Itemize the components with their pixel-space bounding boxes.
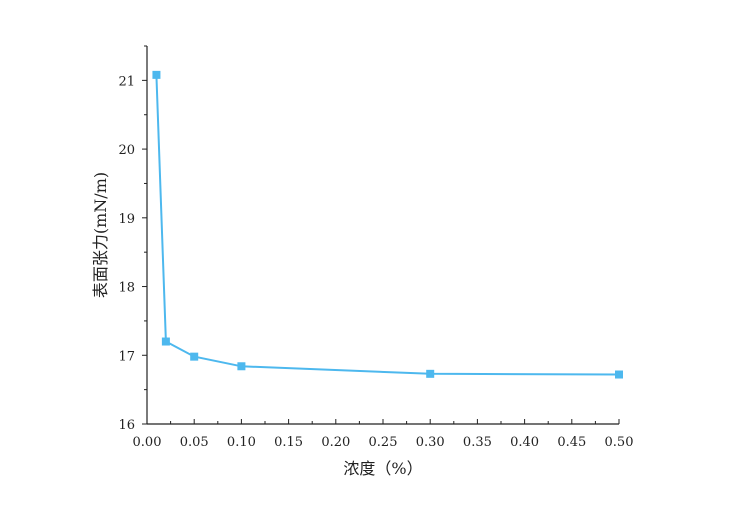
- y-axis-title: 表面张力(mN/m): [91, 172, 110, 298]
- x-tick-label: 0.35: [463, 435, 492, 450]
- data-point-marker: [615, 370, 623, 379]
- series-line: [155, 74, 620, 376]
- y-ticks: 16 17 18 19 20 21: [118, 45, 147, 433]
- y-tick-label: 20: [118, 143, 135, 158]
- y-tick-label: 17: [118, 349, 135, 364]
- x-tick-label: 0.50: [605, 435, 634, 450]
- x-axis-title: 浓度（%）: [343, 459, 422, 478]
- y-tick-label: 19: [118, 212, 135, 227]
- x-tick-label: 0.20: [321, 435, 350, 450]
- x-tick-label: 0.10: [227, 435, 256, 450]
- data-point-marker: [152, 70, 161, 79]
- y-tick-label: 16: [118, 418, 135, 433]
- x-ticks: 0.00 0.05 0.10 0.15 0.20 0.25 0.30 0.35 0.40 0.45…: [133, 419, 634, 450]
- x-tick-label: 0.45: [557, 435, 586, 450]
- x-tick-label: 0.00: [133, 435, 162, 450]
- x-tick-label: 0.40: [510, 435, 539, 450]
- y-tick-label: 18: [118, 281, 135, 296]
- data-point-marker: [190, 352, 199, 361]
- x-tick-label: 0.05: [180, 435, 209, 450]
- x-tick-label: 0.30: [416, 435, 445, 450]
- data-point-marker: [426, 369, 435, 378]
- x-tick-label: 0.15: [274, 435, 303, 450]
- y-tick-label: 21: [118, 74, 135, 89]
- x-tick-label: 0.25: [369, 435, 398, 450]
- data-point-marker: [161, 337, 170, 346]
- series-layer: [152, 70, 623, 379]
- axes: [146, 46, 619, 425]
- data-point-marker: [237, 362, 246, 371]
